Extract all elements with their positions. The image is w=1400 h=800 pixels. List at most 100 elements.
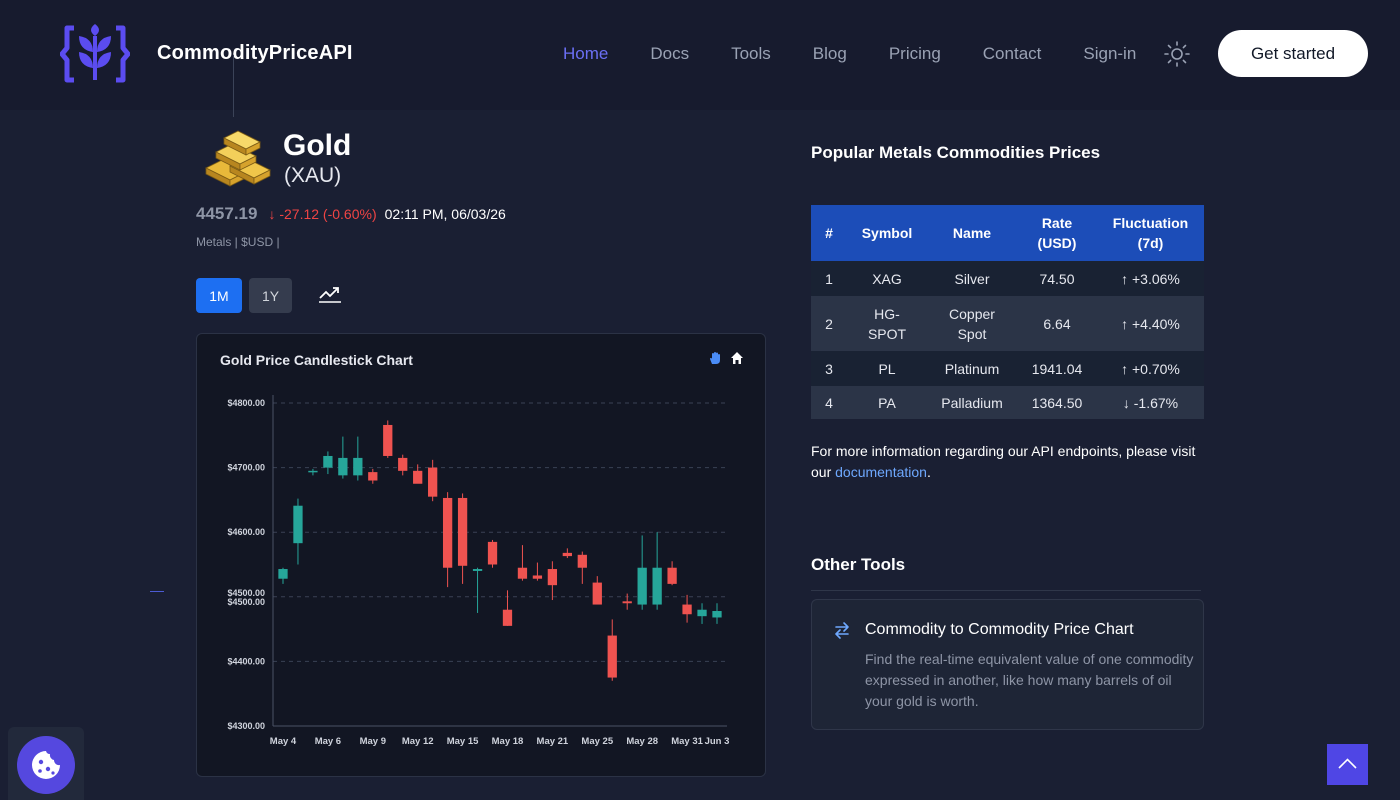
candle-body — [308, 470, 318, 473]
commodity-name: Gold — [283, 129, 352, 162]
fluctuation-value: +3.06% — [1132, 270, 1180, 287]
row-fluctuation: ↑ +4.40% — [1097, 296, 1204, 351]
row-rate: 74.50 — [1039, 270, 1075, 287]
candle-body — [697, 609, 707, 617]
nav-contact[interactable]: Contact — [982, 44, 1042, 63]
info-text-end: . — [926, 464, 931, 480]
candle-body — [368, 472, 378, 481]
candlestick-chart-card: $4800.00 $4700.00 $4600.00 $4500.00 $4500.00… — [196, 333, 766, 777]
divider — [811, 590, 1201, 591]
cookie-settings-button[interactable] — [17, 736, 75, 794]
nav-tools[interactable]: Tools — [731, 44, 771, 63]
candle-body — [428, 467, 438, 497]
sun-icon[interactable] — [1163, 40, 1191, 68]
candle-body — [682, 604, 692, 615]
chart-title: Gold Price Candlestick Chart — [220, 352, 413, 368]
candle-body — [278, 569, 288, 579]
x-tick-label: May 18 — [492, 736, 524, 747]
range-1m-button[interactable]: 1M — [196, 278, 242, 313]
row-name: Platinum — [944, 360, 1000, 377]
up-arrow-icon: ↑ — [1121, 315, 1129, 332]
candle-body — [398, 457, 408, 471]
nav-sign-in[interactable]: Sign-in — [1083, 44, 1137, 63]
row-number: 1 — [825, 270, 833, 287]
row-fluctuation: ↓ -1.67% — [1097, 386, 1204, 419]
navbar: CommodityPriceAPI Home Docs Tools Blog P… — [0, 0, 1400, 110]
col-rate: Rate (USD) — [1037, 215, 1077, 251]
y-tick-label: $4700.00 — [227, 463, 265, 473]
fluctuation-value: -1.67% — [1133, 394, 1179, 411]
candle-body — [637, 567, 647, 605]
hand-pan-icon[interactable] — [708, 351, 722, 365]
y-tick-label: $4800.00 — [227, 398, 265, 408]
chevron-up-icon — [1338, 758, 1357, 769]
candle-body — [532, 575, 543, 579]
row-symbol: PL — [878, 360, 896, 377]
table-row[interactable]: 3 PL Platinum 1941.04 ↑ +0.70% — [811, 351, 1204, 386]
x-tick-label: May 28 — [626, 736, 658, 747]
candle-body — [293, 505, 303, 544]
fluctuation-value: +0.70% — [1132, 360, 1180, 377]
fluctuation-value: +4.40% — [1132, 315, 1180, 332]
down-arrow-icon: ↓ — [1122, 394, 1130, 411]
get-started-button[interactable]: Get started — [1218, 30, 1368, 77]
row-fluctuation: ↑ +3.06% — [1097, 261, 1204, 296]
candle-body — [502, 609, 513, 626]
brand-name[interactable]: CommodityPriceAPI — [157, 42, 353, 64]
table-row[interactable]: 1 XAG Silver 74.50 ↑ +3.06% — [811, 261, 1204, 296]
nav-blog[interactable]: Blog — [812, 44, 847, 63]
price-change: ↓ -27.12 (-0.60%) — [268, 206, 376, 222]
tool-card-commodity-to-commodity[interactable]: Commodity to Commodity Price Chart Find … — [811, 599, 1204, 730]
x-tick-label: May 15 — [447, 736, 479, 747]
price-change-value: -27.12 (-0.60%) — [279, 206, 377, 222]
table-row[interactable]: 4 PA Palladium 1364.50 ↓ -1.67% — [811, 386, 1204, 419]
commodity-meta: Metals | $USD | — [196, 235, 280, 249]
table-row[interactable]: 2 HG-SPOT Copper Spot 6.64 ↑ +4.40% — [811, 296, 1204, 351]
documentation-link[interactable]: documentation — [835, 464, 927, 480]
gold-bars-icon — [205, 130, 271, 187]
row-number: 3 — [825, 360, 833, 377]
cookie-settings-panel — [8, 727, 84, 800]
row-rate: 1941.04 — [1031, 360, 1083, 377]
brand-logo-icon[interactable] — [60, 22, 130, 86]
nav-home[interactable]: Home — [563, 44, 609, 63]
scroll-to-top-button[interactable] — [1327, 744, 1368, 785]
x-tick-label: May 25 — [581, 736, 613, 747]
api-info-text: For more information regarding our API e… — [811, 441, 1203, 483]
candle-body — [622, 601, 632, 604]
price-value: 4457.19 — [196, 204, 258, 223]
y-tick-label: $4600.00 — [227, 527, 265, 537]
col-number: # — [825, 225, 833, 241]
col-fluctuation: Fluctuation (7d) — [1112, 215, 1189, 251]
candle-body — [383, 424, 393, 456]
candle-body — [517, 567, 528, 579]
tool-card-title: Commodity to Commodity Price Chart — [865, 621, 1134, 638]
range-1y-button[interactable]: 1Y — [249, 278, 292, 313]
row-name: Silver — [954, 270, 990, 287]
candle-body — [577, 554, 587, 568]
candle-body — [652, 567, 662, 605]
row-number: 4 — [825, 394, 833, 411]
nav-docs[interactable]: Docs — [650, 44, 690, 63]
row-symbol: PA — [878, 394, 896, 411]
tool-card-description: Find the real-time equivalent value of o… — [865, 651, 1194, 709]
candle-body — [413, 470, 423, 484]
popular-prices-title: Popular Metals Commodities Prices — [811, 143, 1101, 162]
swap-arrows-icon — [835, 622, 849, 639]
row-rate: 1364.50 — [1031, 394, 1083, 411]
candle-body — [442, 497, 453, 568]
candle-body — [472, 569, 483, 571]
candlestick-chart[interactable]: $4800.00 $4700.00 $4600.00 $4500.00$4500.00… — [197, 334, 767, 778]
x-tick-label: May 9 — [360, 736, 386, 747]
row-symbol: XAG — [872, 270, 902, 287]
home-icon[interactable] — [730, 351, 744, 365]
line-chart-toggle-button[interactable] — [312, 278, 348, 313]
candle-body — [667, 567, 677, 584]
nav-pricing[interactable]: Pricing — [888, 44, 941, 63]
candle-body — [353, 457, 363, 476]
up-arrow-icon: ↑ — [1121, 270, 1129, 287]
x-tick-label: May 6 — [315, 736, 341, 747]
candle-body — [457, 497, 468, 566]
row-symbol: HG-SPOT — [867, 305, 907, 342]
commodity-symbol: (XAU) — [284, 164, 342, 187]
